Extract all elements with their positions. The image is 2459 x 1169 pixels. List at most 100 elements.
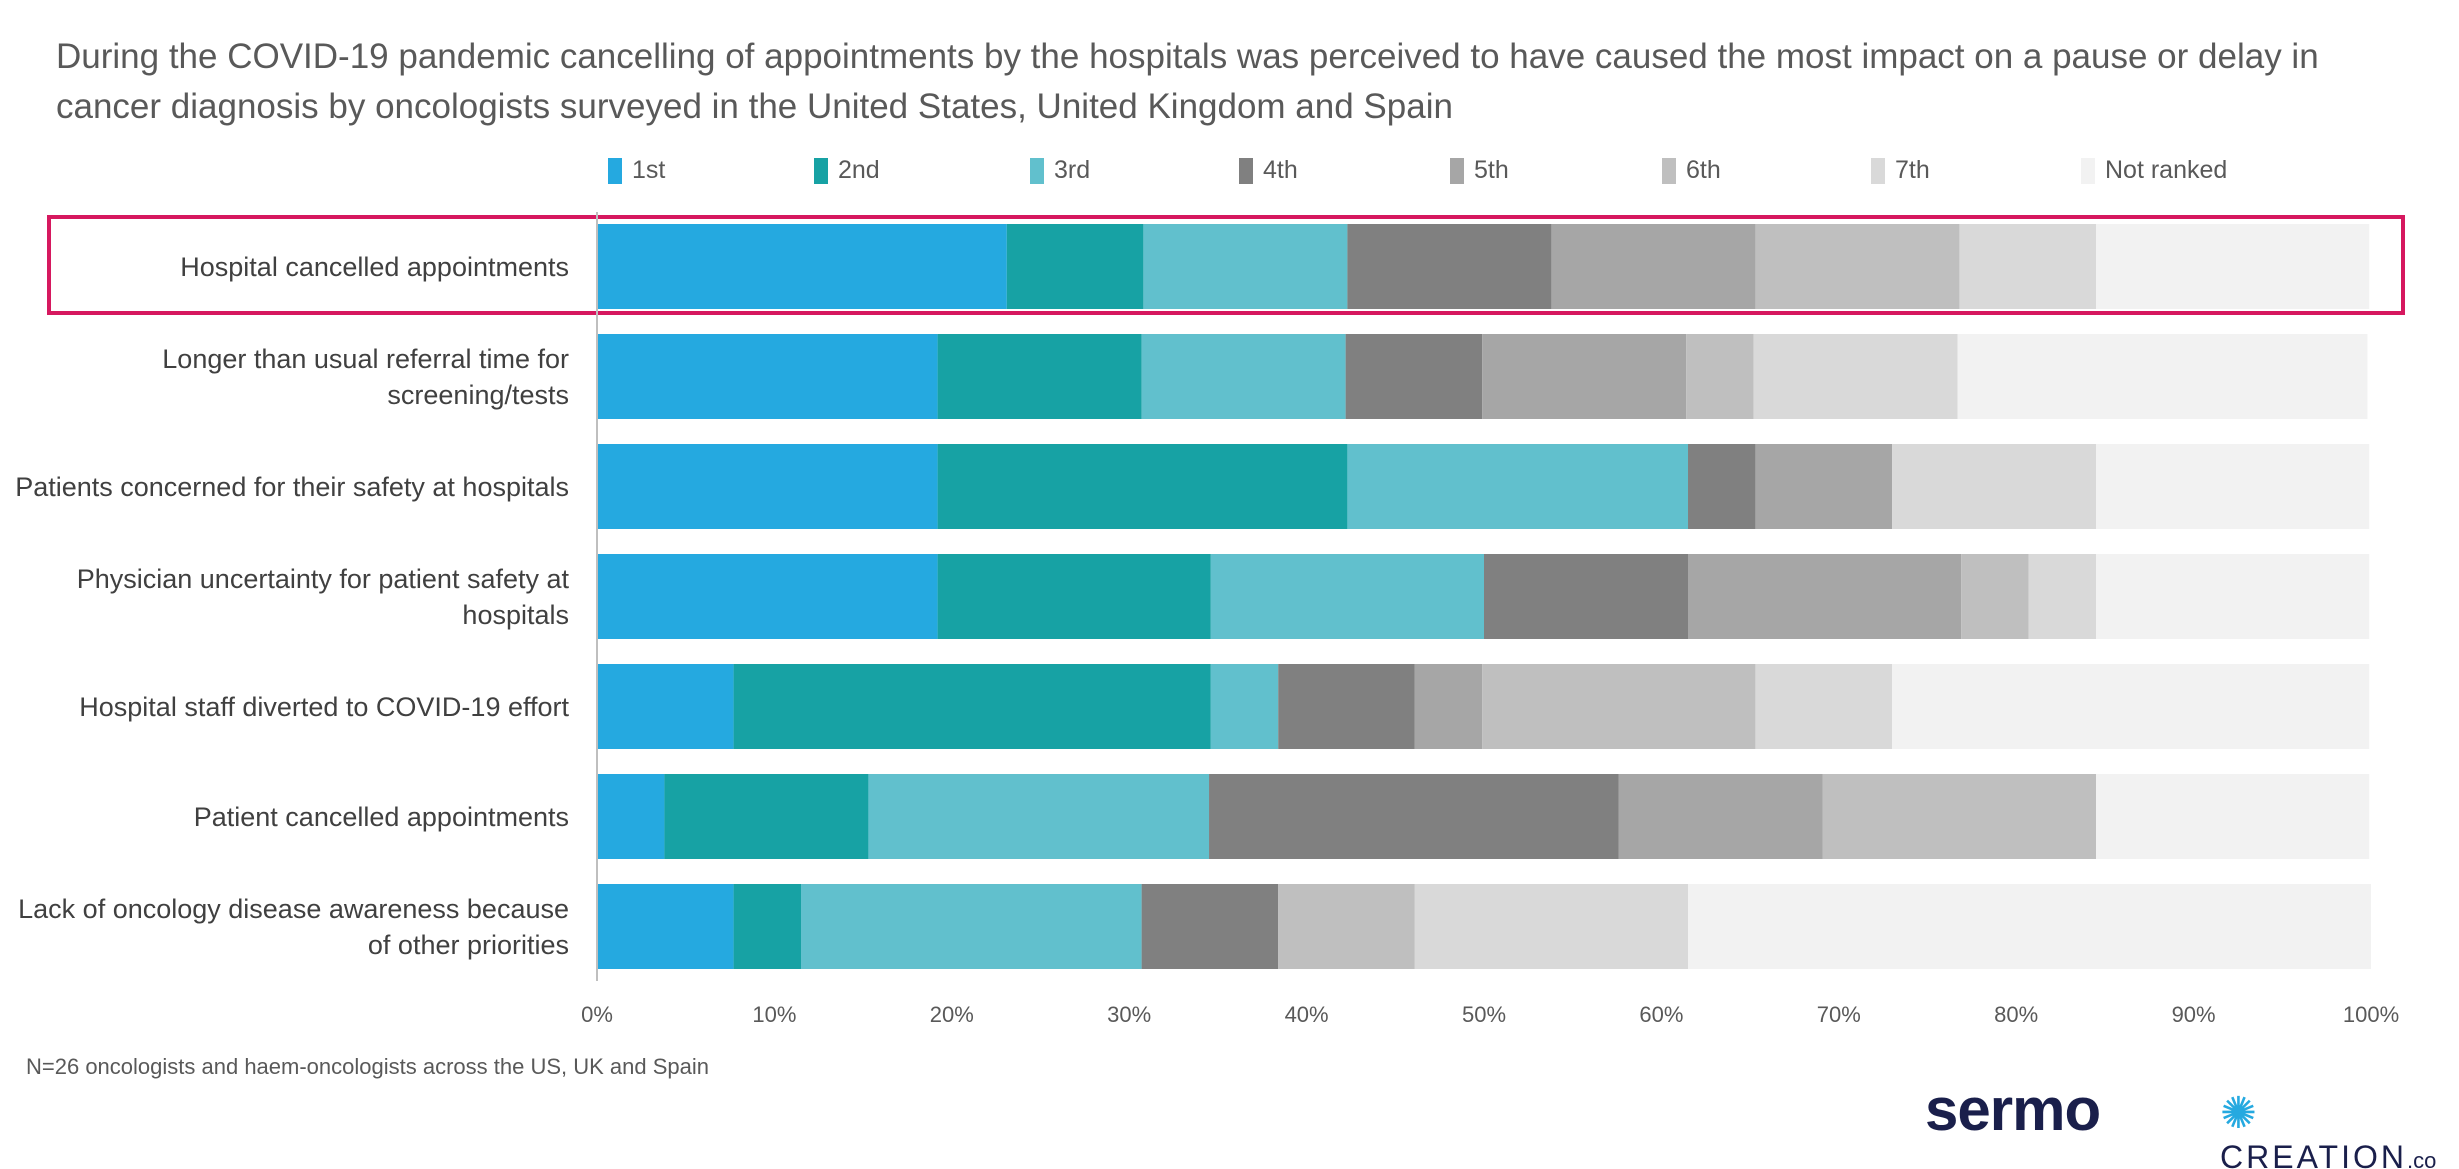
legend-item: 1st [608, 156, 665, 185]
category-label: Hospital cancelled appointments [180, 251, 569, 282]
bar-segment [1755, 664, 1893, 749]
bar-segment [597, 884, 734, 969]
bar-segment [733, 884, 802, 969]
category-label: Hospital staff diverted to COVID-19 effo… [79, 691, 569, 722]
bar-segment [2096, 554, 2370, 639]
x-tick-label: 60% [1639, 1002, 1684, 1027]
legend-swatch [2081, 157, 2095, 184]
bar-segment [1210, 554, 1484, 639]
x-tick-label: 10% [752, 1002, 797, 1027]
bar-segment [1278, 884, 1415, 969]
bar-segment [1141, 334, 1346, 419]
bar-segment [1141, 884, 1279, 969]
bar-segment [2096, 774, 2370, 859]
bar-segment [1957, 334, 2368, 419]
bar-segment [1482, 334, 1687, 419]
legend-label: 3rd [1054, 156, 1091, 184]
legend-item: Not ranked [2081, 156, 2227, 185]
legend-item: 7th [1871, 156, 1930, 185]
bar-segment [868, 774, 1210, 859]
bar-segment [1961, 554, 2029, 639]
legend-item: 5th [1450, 156, 1509, 185]
bar-segment [1753, 334, 1958, 419]
legend-swatch [1030, 157, 1044, 184]
bar-segment [1414, 884, 1689, 969]
bar-segment [1755, 224, 1960, 309]
bar-segment [1755, 444, 1893, 529]
x-tick-label: 90% [2171, 1002, 2216, 1027]
category-label: Physician uncertainty for patient safety… [76, 563, 569, 630]
legend-label: 5th [1474, 156, 1509, 184]
legend-label: 6th [1686, 156, 1721, 184]
x-tick-label: 70% [1816, 1002, 1861, 1027]
bar-segment [801, 884, 1142, 969]
bar-segment [597, 444, 938, 529]
bar-segment [1482, 664, 1756, 749]
legend-label: 7th [1895, 156, 1930, 184]
bar-segment [1892, 664, 2370, 749]
legend-label: 1st [632, 156, 666, 184]
bar-segment [1414, 664, 1483, 749]
highlight-box [47, 215, 2405, 315]
creation-logo: ✺ CREATION.co [2220, 1089, 2437, 1169]
bar-segment [937, 334, 1142, 419]
bar-segment [1822, 774, 2097, 859]
bar-segment [597, 224, 1007, 309]
legend-swatch [608, 157, 622, 184]
legend-item: 4th [1239, 156, 1298, 185]
bar-segment [733, 664, 1211, 749]
bar-segment [1210, 664, 1279, 749]
x-tick-label: 100% [2342, 1002, 2400, 1027]
x-tick-label: 40% [1284, 1002, 1329, 1027]
bar-segment [1347, 224, 1552, 309]
bar-segment [1345, 334, 1483, 419]
bar-segment [1688, 554, 1962, 639]
category-label: Patients concerned for their safety at h… [15, 471, 569, 502]
legend-label: Not ranked [2105, 156, 2228, 184]
bar-segment [1006, 224, 1144, 309]
legend-swatch [1450, 157, 1464, 184]
bar-segment [664, 774, 869, 859]
bar-segment [597, 774, 665, 859]
legend-swatch [1662, 157, 1676, 184]
bar-segment [1686, 334, 1754, 419]
legend-label: 2nd [838, 156, 880, 184]
legend-swatch [1871, 157, 1885, 184]
legend-swatch [814, 157, 828, 184]
bar-segment [1347, 444, 1689, 529]
x-tick-label: 20% [929, 1002, 974, 1027]
bar-segment [1143, 224, 1348, 309]
x-tick-label: 50% [1461, 1002, 1507, 1027]
bar-segment [2028, 554, 2097, 639]
category-label: Longer than usual referral time for scre… [162, 343, 569, 410]
legend-item: 6th [1662, 156, 1721, 185]
category-label: Patient cancelled appointments [193, 801, 569, 832]
sermo-logo: sermo [1925, 1076, 2101, 1143]
footnote: N=26 oncologists and haem-oncologists ac… [26, 1054, 709, 1079]
bar-segment [1278, 664, 1415, 749]
legend-swatch [1239, 157, 1253, 184]
bar-segment [937, 554, 1211, 639]
bar-segment [2096, 224, 2370, 309]
x-tick-label: 30% [1107, 1002, 1152, 1027]
bar-segment [1688, 444, 1756, 529]
x-tick-label: 80% [1994, 1002, 2039, 1027]
bar-segment [597, 334, 938, 419]
bar-segment [1892, 444, 2097, 529]
bar-segment [1688, 884, 2371, 969]
bar-segment [2096, 444, 2370, 529]
bar-segment [1618, 774, 1823, 859]
bar-segment [1551, 224, 1756, 309]
bar-segment [1484, 554, 1689, 639]
bar-segment [597, 554, 938, 639]
legend-item: 2nd [814, 156, 880, 185]
legend-label: 4th [1263, 156, 1298, 184]
bar-segment [1209, 774, 1619, 859]
chart-title: During the COVID-19 pandemic cancelling … [56, 37, 2319, 126]
x-tick-label: 0% [581, 1002, 613, 1027]
bar-segment [597, 664, 734, 749]
category-label: Lack of oncology disease awareness becau… [18, 893, 569, 960]
bar-segment [937, 444, 1348, 529]
